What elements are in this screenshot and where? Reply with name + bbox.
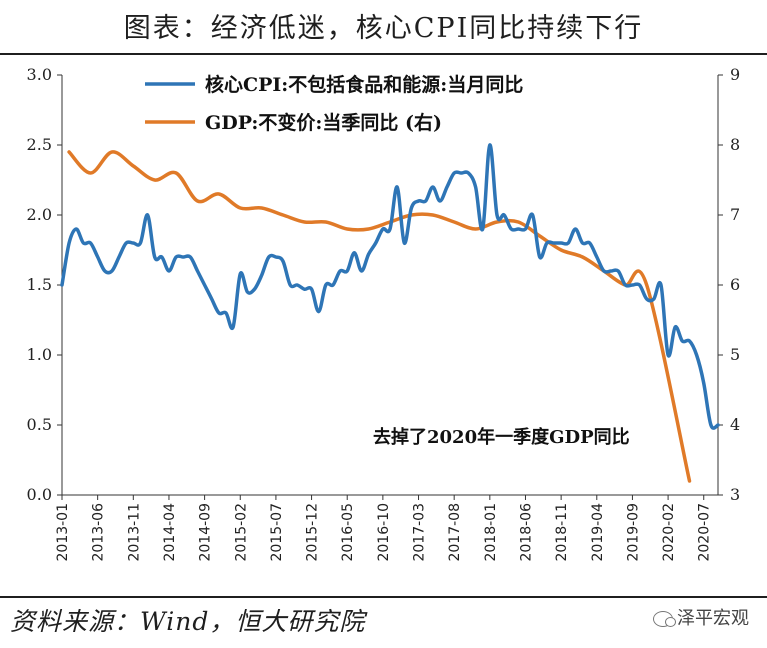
y-right-tick-label: 5 — [730, 345, 740, 364]
y-left-tick-label: 3.0 — [27, 65, 52, 84]
series-line-core-cpi — [60, 143, 720, 430]
wechat-icon — [653, 611, 676, 627]
x-tick-label: 2014-09 — [198, 503, 214, 562]
y-right-tick-label: 3 — [730, 485, 740, 504]
x-tick-label: 2018-11 — [554, 503, 570, 562]
y-right-tick-label: 9 — [730, 65, 740, 84]
x-tick-label: 2014-04 — [162, 503, 178, 562]
chart: 0.0 0.5 1.0 1.5 2.0 2.5 3.0 3 4 5 6 7 8 9 2013-01 2013-… — [27, 65, 741, 562]
x-tick-label: 2015-07 — [269, 503, 285, 562]
y-right-tick-label: 7 — [730, 205, 740, 224]
y-left-tick-label: 2.0 — [27, 205, 52, 224]
x-tick-label: 2016-05 — [340, 503, 356, 562]
x-tick-label: 2020-02 — [661, 503, 677, 562]
title-divider — [0, 53, 767, 55]
axes: 0.0 0.5 1.0 1.5 2.0 2.5 3.0 3 4 5 6 7 8 9 2013-01 2013-… — [27, 65, 741, 562]
x-tick-label: 2020-07 — [697, 503, 713, 562]
y-right-tick-label: 4 — [730, 415, 740, 434]
x-tick-label: 2015-12 — [305, 503, 321, 562]
x-tick-label: 2018-06 — [518, 503, 534, 562]
x-tick-label: 2013-11 — [126, 503, 142, 562]
series-line-gdp — [67, 150, 692, 483]
footer-divider — [0, 596, 767, 598]
chart-title: 图表：经济低迷，核心CPI同比持续下行 — [123, 13, 644, 44]
series-group — [60, 143, 720, 483]
x-tick-label: 2017-03 — [412, 503, 428, 562]
x-tick-label: 2019-04 — [590, 503, 606, 562]
x-tick-label: 2019-09 — [625, 503, 641, 562]
x-tick-label: 2013-01 — [55, 503, 71, 562]
x-tick-label: 2016-10 — [376, 503, 392, 562]
source-note: 资料来源：Wind，恒大研究院 — [10, 607, 366, 636]
watermark-text: 泽平宏观 — [677, 608, 749, 629]
legend: 核心CPI:不包括食品和能源:当月同比 GDP:不变价:当季同比 (右) — [145, 73, 523, 134]
y-right-tick-label: 6 — [730, 275, 740, 294]
x-tick-label: 2017-08 — [447, 503, 463, 561]
y-left-tick-label: 0.0 — [27, 485, 52, 504]
legend-label-core-cpi: 核心CPI:不包括食品和能源:当月同比 — [205, 73, 523, 96]
y-left-tick-label: 1.0 — [27, 345, 52, 364]
x-tick-label: 2015-02 — [233, 503, 249, 562]
chart-annotation: 去掉了2020年一季度GDP同比 — [373, 426, 630, 448]
y-left-tick-label: 1.5 — [27, 275, 52, 294]
y-right-tick-label: 8 — [730, 135, 740, 154]
x-tick-label: 2013-06 — [91, 503, 107, 562]
watermark: 泽平宏观 — [653, 604, 749, 630]
y-left-tick-label: 0.5 — [27, 415, 52, 434]
legend-label-gdp: GDP:不变价:当季同比 (右) — [205, 111, 442, 134]
y-left-tick-label: 2.5 — [27, 135, 52, 154]
x-tick-label: 2018-01 — [483, 503, 499, 562]
